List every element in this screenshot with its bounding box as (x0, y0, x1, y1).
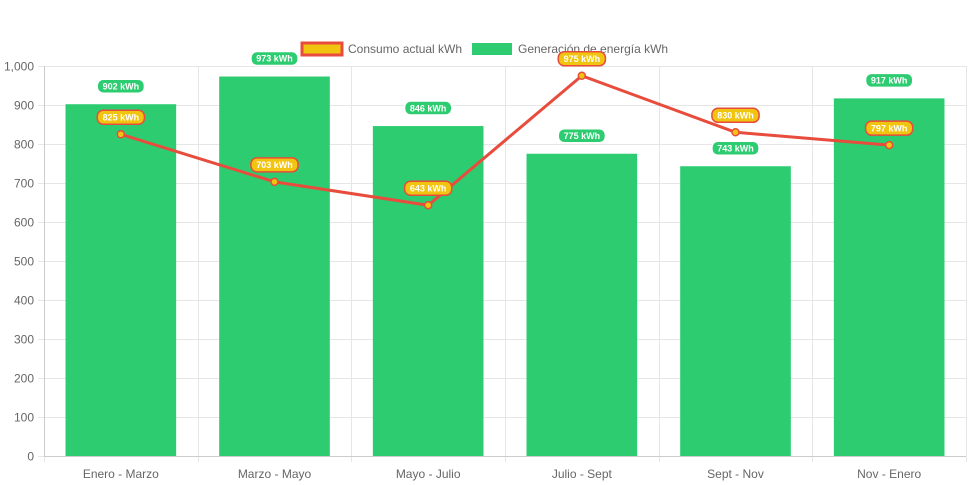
line-point-consumo[interactable] (270, 177, 279, 187)
data-label-generacion-text: 743 kWh (717, 143, 754, 153)
data-label-generacion-text: 846 kWh (410, 103, 447, 113)
bar-generacion[interactable] (219, 76, 330, 456)
data-label-generacion-text: 775 kWh (564, 131, 601, 141)
data-label-generacion: 743 kWh (711, 140, 760, 156)
bar-generacion[interactable] (526, 153, 638, 456)
legend-swatch-consumo (300, 41, 344, 57)
x-tick-label: Nov - Enero (857, 467, 921, 481)
line-point-consumo[interactable] (577, 71, 587, 80)
data-label-consumo: 643 kWh (403, 180, 453, 196)
line-point-consumo[interactable] (731, 128, 740, 137)
y-tick-label: 300 (14, 333, 34, 347)
data-label-consumo-text: 830 kWh (717, 111, 754, 121)
data-label-consumo-text: 703 kWh (256, 160, 293, 170)
y-tick-label: 900 (14, 99, 34, 113)
legend-item-generacion[interactable]: Generación de energía kWh (472, 42, 668, 56)
data-label-consumo: 825 kWh (96, 109, 146, 125)
data-label-consumo-bg (711, 107, 760, 124)
data-label-generacion-bg (557, 128, 607, 144)
y-tick-label: 700 (14, 177, 34, 191)
data-label-consumo-text: 797 kWh (871, 123, 908, 133)
x-tick-label: Sept - Nov (707, 467, 764, 481)
legend: Consumo actual kWh Generación de energía… (300, 41, 668, 57)
data-label-consumo-bg (96, 109, 146, 125)
bar-data-labels: 902 kWh 973 kWh 846 kWh 775 kWh 743 kWh 917 k… (96, 50, 914, 156)
data-label-consumo-text: 643 kWh (410, 183, 447, 193)
bar-generacion[interactable] (65, 104, 177, 456)
bar-generacion[interactable] (833, 98, 945, 457)
data-label-generacion-text: 917 kWh (871, 76, 908, 86)
x-tick-label: Mayo - Julio (396, 467, 461, 481)
data-label-generacion: 917 kWh (864, 72, 914, 89)
bar-generacion[interactable] (680, 166, 791, 457)
data-label-consumo-bg (403, 180, 453, 196)
line-consumo (120, 74, 890, 207)
y-tick-label: 800 (14, 138, 34, 152)
x-tick-label: Marzo - Mayo (238, 467, 312, 481)
legend-item-consumo[interactable]: Consumo actual kWh (300, 41, 462, 57)
data-label-consumo-text: 825 kWh (103, 112, 140, 122)
legend-swatch-generacion (472, 43, 512, 55)
line-series-consumo (116, 71, 894, 210)
data-label-generacion-bg (250, 50, 299, 67)
legend-label-generacion: Generación de energía kWh (518, 42, 668, 56)
data-label-generacion-bg (711, 140, 760, 156)
data-label-generacion: 973 kWh (250, 50, 299, 67)
line-point-consumo[interactable] (884, 140, 894, 150)
y-tick-label: 100 (14, 411, 34, 425)
x-tick-label: Enero - Marzo (83, 467, 159, 481)
bar-generacion[interactable] (372, 126, 484, 456)
x-tick-label: Julio - Sept (552, 467, 613, 481)
y-tick-label: 400 (14, 294, 34, 308)
y-tick-label: 500 (14, 255, 34, 269)
y-axis: 0 100 200 300 400 500 600 700 800 900 1,000 (4, 60, 34, 464)
data-label-generacion-text: 902 kWh (103, 81, 140, 91)
data-label-generacion-bg (403, 100, 453, 116)
line-data-labels: 825 kWh 703 kWh 643 kWh 975 kWh 830 kWh 797 k… (96, 51, 914, 196)
data-label-consumo: 830 kWh (711, 107, 760, 124)
data-label-consumo-bg (250, 157, 299, 173)
grid (38, 66, 967, 462)
y-tick-label: 200 (14, 372, 34, 386)
legend-label-consumo: Consumo actual kWh (348, 42, 462, 56)
line-point-consumo[interactable] (423, 200, 433, 210)
y-tick-label: 1,000 (4, 60, 34, 74)
data-label-generacion: 902 kWh (96, 78, 146, 94)
y-tick-label: 0 (27, 450, 34, 464)
data-label-consumo-text: 975 kWh (564, 54, 601, 64)
data-label-generacion: 775 kWh (557, 128, 607, 144)
data-label-generacion-bg (864, 72, 914, 89)
data-label-consumo-bg (864, 120, 914, 136)
data-label-generacion: 846 kWh (403, 100, 453, 116)
line-point-consumo[interactable] (116, 130, 126, 139)
y-tick-label: 600 (14, 216, 34, 230)
data-label-generacion-bg (96, 78, 146, 94)
data-label-consumo-bg (557, 51, 607, 67)
data-label-consumo: 975 kWh (557, 51, 607, 67)
data-label-generacion-text: 973 kWh (256, 54, 293, 64)
x-axis: Enero - Marzo Marzo - Mayo Mayo - Julio Jul… (83, 467, 922, 481)
data-label-consumo: 703 kWh (250, 157, 299, 173)
data-label-consumo: 797 kWh (864, 120, 914, 136)
